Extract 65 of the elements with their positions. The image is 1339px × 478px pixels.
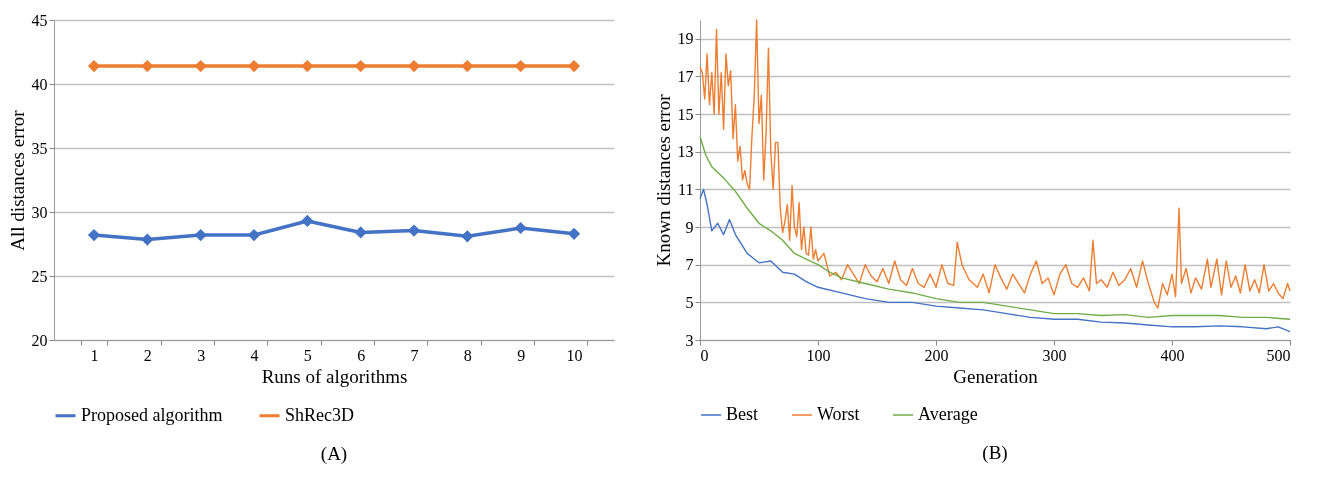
x-tick-label: 6	[357, 346, 366, 364]
y-tick-label: 17	[677, 67, 694, 85]
point	[407, 59, 421, 73]
y-axis-title: Known distances error	[652, 93, 674, 267]
line-series	[699, 188, 1291, 333]
y-tick-label: 13	[677, 143, 694, 161]
line-series	[699, 136, 1291, 320]
y-tick-label: 5	[685, 293, 694, 311]
point	[247, 59, 261, 73]
line-series	[699, 19, 1291, 309]
x-tick-label: 500	[1266, 346, 1291, 364]
point	[301, 214, 314, 228]
legend-label: ShRec3D	[285, 404, 354, 425]
point	[87, 59, 101, 73]
x-tick-label: 0	[700, 346, 709, 364]
point	[567, 227, 581, 240]
point	[514, 59, 527, 73]
x-tick-label: 7	[410, 346, 419, 364]
point	[141, 233, 154, 246]
x-tick-label: 8	[463, 346, 472, 364]
y-tick-label: 19	[677, 30, 694, 48]
point	[87, 228, 101, 242]
legend-label: Best	[726, 404, 759, 424]
point	[407, 224, 421, 237]
x-axis-title: Runs of algorithms	[261, 365, 408, 387]
text: (B)	[982, 442, 1008, 464]
point	[354, 226, 367, 239]
x-tick-label: 5	[303, 346, 312, 364]
x-tick-label: 10	[566, 346, 583, 364]
x-tick-label: 9	[517, 346, 526, 364]
point	[567, 59, 581, 73]
x-tick-label: 4	[250, 346, 259, 364]
legend-label: Worst	[817, 404, 860, 424]
x-tick-label: 400	[1160, 346, 1185, 364]
y-tick-label: 11	[678, 180, 694, 198]
x-tick-label: 3	[197, 346, 206, 364]
y-tick-label: 7	[685, 256, 694, 274]
point	[461, 230, 474, 243]
y-tick-label: 35	[31, 139, 48, 157]
point	[194, 59, 207, 73]
legend-label: Average	[918, 404, 978, 424]
x-tick-label: 2	[143, 346, 152, 364]
x-tick-label: 100	[806, 346, 831, 364]
y-tick-label: 45	[31, 11, 48, 29]
point	[354, 59, 367, 73]
y-tick-label: 9	[685, 218, 694, 236]
point	[461, 59, 474, 73]
y-tick-label: 20	[31, 331, 48, 349]
x-tick-label: 200	[924, 346, 949, 364]
y-tick-label: 30	[31, 203, 48, 221]
point	[247, 228, 261, 242]
point	[141, 59, 154, 73]
x-tick-label: 300	[1042, 346, 1067, 364]
y-axis-title: All distances error	[6, 109, 28, 251]
y-tick-label: 15	[677, 105, 694, 123]
point	[301, 59, 314, 73]
x-axis-title: Generation	[953, 365, 1039, 387]
y-tick-label: 40	[31, 75, 48, 93]
point	[194, 228, 207, 242]
text: (A)	[320, 443, 348, 465]
legend-label: Proposed algorithm	[81, 404, 223, 425]
y-tick-label: 3	[685, 331, 694, 349]
x-tick-label: 1	[90, 346, 99, 364]
point	[514, 221, 527, 235]
y-tick-label: 25	[31, 267, 48, 285]
